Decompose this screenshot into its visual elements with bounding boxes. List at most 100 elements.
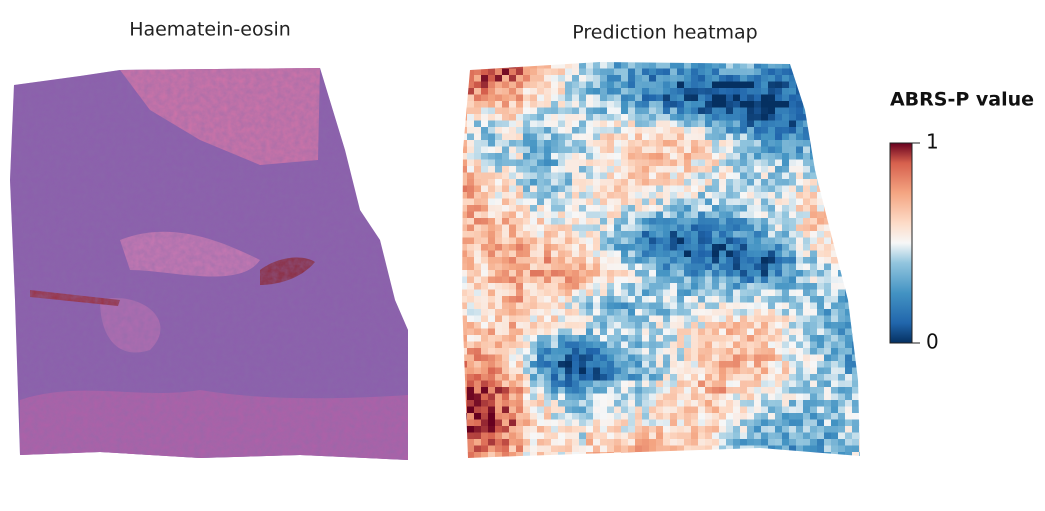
heatmap-cell — [754, 107, 761, 114]
heatmap-cell — [523, 211, 530, 218]
heatmap-cell — [635, 439, 642, 446]
heatmap-cell — [719, 68, 726, 75]
heatmap-cell — [488, 380, 495, 387]
heatmap-cell — [775, 445, 782, 452]
heatmap-cell — [663, 166, 670, 173]
heatmap-cell — [649, 289, 656, 296]
heatmap-cell — [761, 198, 768, 205]
heatmap-cell — [635, 380, 642, 387]
heatmap-cell — [670, 309, 677, 316]
heatmap-cell — [467, 237, 474, 244]
heatmap-cell — [607, 192, 614, 199]
heatmap-cell — [796, 88, 803, 95]
heatmap-cell — [754, 185, 761, 192]
heatmap-cell — [614, 413, 621, 420]
heatmap-cell — [775, 439, 782, 446]
heatmap-cell — [838, 341, 845, 348]
heatmap-cell — [502, 445, 509, 452]
heatmap-cell — [462, 224, 467, 231]
heatmap-cell — [558, 101, 565, 108]
heatmap-cell — [684, 244, 691, 251]
heatmap-cell — [796, 361, 803, 368]
heatmap-cell — [635, 211, 642, 218]
heatmap-cell — [516, 68, 523, 75]
heatmap-cell — [838, 406, 845, 413]
heatmap-cell — [726, 367, 733, 374]
heatmap-cell — [544, 348, 551, 355]
heatmap-cell — [600, 459, 607, 466]
heatmap-cell — [502, 218, 509, 225]
heatmap-cell — [733, 361, 740, 368]
heatmap-cell — [600, 166, 607, 173]
heatmap-cell — [607, 432, 614, 439]
heatmap-cell — [852, 296, 859, 303]
heatmap-cell — [530, 205, 537, 212]
heatmap-cell — [502, 231, 509, 238]
heatmap-cell — [544, 361, 551, 368]
heatmap-cell — [677, 179, 684, 186]
heatmap-cell — [558, 185, 565, 192]
heatmap-cell — [810, 120, 817, 127]
heatmap-cell — [803, 315, 810, 322]
heatmap-cell — [831, 328, 838, 335]
heatmap-cell — [670, 185, 677, 192]
heatmap-cell — [733, 133, 740, 140]
heatmap-cell — [796, 231, 803, 238]
heatmap-cell — [495, 224, 502, 231]
heatmap-cell — [726, 374, 733, 381]
heatmap-cell — [516, 88, 523, 95]
heatmap-cell — [782, 439, 789, 446]
heatmap-cell — [586, 237, 593, 244]
heatmap-cell — [670, 179, 677, 186]
heatmap-cell — [649, 445, 656, 452]
heatmap-cell — [607, 140, 614, 147]
heatmap-cell — [565, 335, 572, 342]
heatmap-cell — [845, 205, 852, 212]
heatmap-cell — [803, 231, 810, 238]
heatmap-cell — [593, 276, 600, 283]
heatmap-cell — [474, 341, 481, 348]
heatmap-cell — [530, 302, 537, 309]
heatmap-cell — [488, 341, 495, 348]
heatmap-cell — [684, 432, 691, 439]
heatmap-cell — [824, 419, 831, 426]
heatmap-cell — [537, 68, 544, 75]
heatmap-cell — [845, 140, 852, 147]
heatmap-cell — [859, 153, 860, 160]
heatmap-cell — [488, 153, 495, 160]
heatmap-cell — [467, 146, 474, 153]
heatmap-cell — [551, 328, 558, 335]
heatmap-cell — [467, 354, 474, 361]
heatmap-cell — [551, 289, 558, 296]
heatmap-cell — [600, 237, 607, 244]
heatmap-cell — [670, 322, 677, 329]
heatmap-cell — [467, 439, 474, 446]
heatmap-cell — [761, 107, 768, 114]
heatmap-cell — [726, 459, 733, 466]
heatmap-cell — [649, 309, 656, 316]
heatmap-cell — [530, 439, 537, 446]
heatmap-cell — [516, 380, 523, 387]
heatmap-cell — [691, 127, 698, 134]
heatmap-cell — [607, 101, 614, 108]
heatmap-cell — [789, 159, 796, 166]
heatmap-cell — [838, 374, 845, 381]
heatmap-cell — [537, 393, 544, 400]
heatmap-cell — [754, 68, 761, 75]
heatmap-cell — [719, 166, 726, 173]
heatmap-cell — [831, 120, 838, 127]
heatmap-cell — [474, 62, 481, 69]
heatmap-cell — [607, 315, 614, 322]
heatmap-cell — [817, 432, 824, 439]
heatmap-cell — [572, 276, 579, 283]
heatmap-cell — [551, 283, 558, 290]
heatmap-cell — [523, 283, 530, 290]
heatmap-cell — [607, 205, 614, 212]
heatmap-cell — [523, 432, 530, 439]
heatmap-cell — [593, 341, 600, 348]
heatmap-cell — [852, 205, 859, 212]
heatmap-cell — [719, 354, 726, 361]
heatmap-cell — [733, 302, 740, 309]
heatmap-cell — [719, 406, 726, 413]
heatmap-cell — [761, 127, 768, 134]
